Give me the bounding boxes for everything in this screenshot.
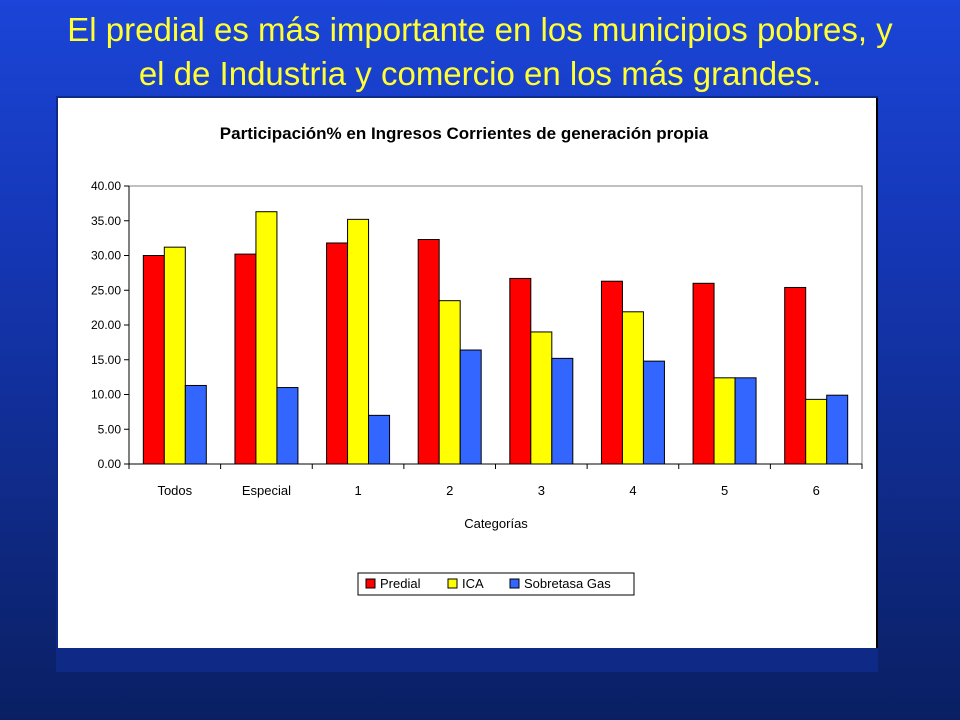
chart-title: Participación% en Ingresos Corrientes de… xyxy=(220,124,709,143)
bar-sobretasa-gas xyxy=(734,377,757,465)
bar-ica xyxy=(163,246,186,465)
bar-sobretasa-gas xyxy=(551,357,574,465)
bar-predial xyxy=(142,255,165,465)
y-tick-label: 15.00 xyxy=(91,353,121,367)
x-axis-label: Categorías xyxy=(464,516,528,531)
bar-predial xyxy=(417,239,440,465)
slide-title-line-2: el de Industria y comercio en los más gr… xyxy=(138,55,822,92)
legend-box xyxy=(357,572,635,596)
x-tick-label: 5 xyxy=(721,483,728,498)
y-tick-label: 30.00 xyxy=(91,249,121,263)
legend: Predial ICA Sobretasa Gas xyxy=(357,572,635,596)
bar-predial xyxy=(509,277,532,465)
legend-swatch xyxy=(447,578,458,589)
bar-ica xyxy=(255,211,278,465)
bar-predial xyxy=(784,286,807,465)
y-tick-label: 0.00 xyxy=(98,457,122,471)
y-tick-label: 20.00 xyxy=(91,318,121,332)
bar-ica xyxy=(805,398,828,465)
legend-label: Sobretasa Gas xyxy=(524,576,611,591)
y-tick-label: 35.00 xyxy=(91,214,121,228)
slide-title-line-1: El predial es más importante en los muni… xyxy=(67,11,893,48)
bar-predial xyxy=(326,242,349,465)
x-tick-label: Especial xyxy=(242,483,291,498)
bar-sobretasa-gas xyxy=(826,394,849,465)
x-tick-label: Todos xyxy=(157,483,192,498)
y-tick-label: 10.00 xyxy=(91,388,121,402)
bar-sobretasa-gas xyxy=(184,384,207,465)
x-tick-label: 1 xyxy=(354,483,361,498)
bar-sobretasa-gas xyxy=(276,387,299,465)
chart-panel: Participación% en Ingresos Corrientes de… xyxy=(58,98,878,648)
legend-swatch xyxy=(509,578,520,589)
y-tick-label: 40.00 xyxy=(91,179,121,193)
bar-chart: Participación% en Ingresos Corrientes de… xyxy=(91,124,863,596)
legend-label: ICA xyxy=(462,576,484,591)
bar-ica xyxy=(438,300,461,465)
y-tick-label: 5.00 xyxy=(98,422,122,436)
legend-label: Predial xyxy=(380,576,421,591)
slide-title: El predial es más importante en los muni… xyxy=(0,8,960,96)
x-tick-label: 2 xyxy=(446,483,453,498)
bar-sobretasa-gas xyxy=(459,349,482,465)
bar-ica xyxy=(713,377,736,465)
bar-predial xyxy=(692,282,715,465)
bar-sobretasa-gas xyxy=(642,360,665,465)
bar-ica xyxy=(530,331,553,465)
bars xyxy=(142,211,849,465)
bar-predial xyxy=(600,280,623,465)
bar-predial xyxy=(234,253,257,465)
x-tick-label: 4 xyxy=(629,483,636,498)
x-tick-label: 3 xyxy=(538,483,545,498)
y-tick-label: 25.00 xyxy=(91,283,121,297)
legend-swatch xyxy=(365,578,376,589)
bar-ica xyxy=(347,218,370,465)
bar-sobretasa-gas xyxy=(368,414,391,465)
bar-ica xyxy=(621,311,644,465)
x-tick-label: 6 xyxy=(813,483,820,498)
